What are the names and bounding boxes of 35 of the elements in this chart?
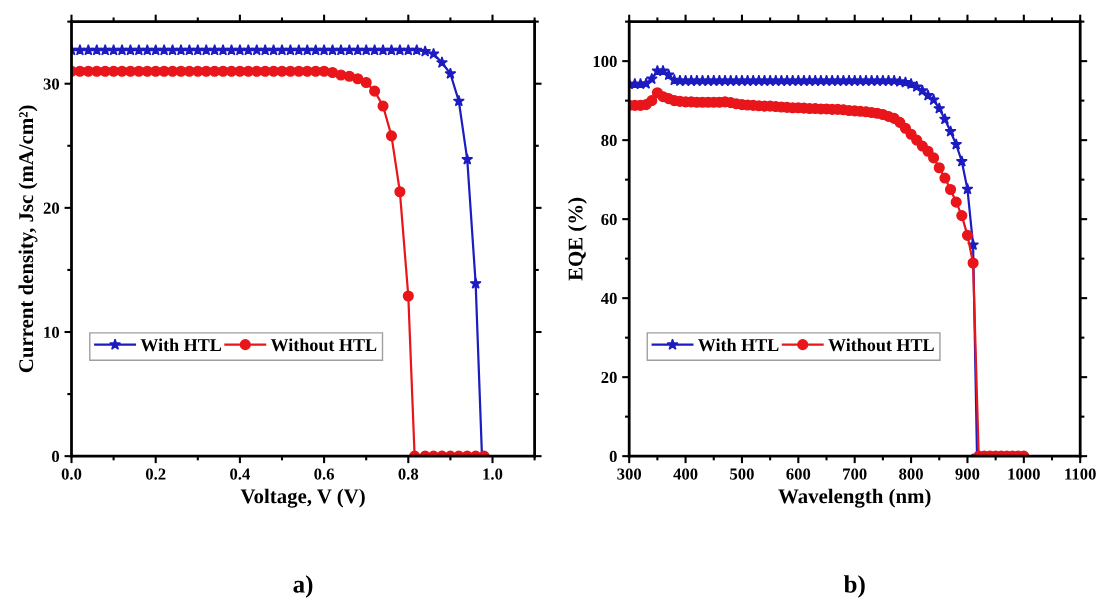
x-tick-label: 600 (786, 468, 811, 480)
x-tick-label: 900 (955, 468, 980, 480)
text: b) (843, 575, 865, 598)
y-tick-label: 20 (601, 371, 617, 384)
x-tick-label: 1000 (1008, 468, 1040, 480)
x-tick-label: 0.4 (230, 468, 251, 480)
y-tick-label: 10 (44, 326, 60, 338)
x-axis-title: Voltage, V (V) (240, 488, 365, 508)
x-tick-label: 400 (673, 468, 698, 480)
x-tick-label: 0.6 (314, 468, 335, 480)
legend-label: Without HTL (270, 338, 377, 352)
text: a) (293, 575, 313, 598)
legend-label: With HTL (140, 338, 222, 352)
y-tick-label: 20 (43, 202, 60, 214)
x-tick-label: 0.2 (145, 468, 166, 480)
x-tick-label: 500 (730, 468, 754, 480)
y-axis-title: EQE (%) (567, 197, 587, 281)
x-tick-label: 1100 (1065, 468, 1096, 480)
legend-label: With HTL (698, 338, 779, 352)
legend-label: Without HTL (828, 338, 934, 352)
x-tick-label: 700 (843, 468, 867, 480)
x-axis-title: Wavelength (nm) (778, 488, 931, 508)
y-tick-label: 30 (43, 78, 60, 90)
y-tick-label: 100 (593, 55, 617, 68)
y-tick-label: 40 (600, 292, 617, 305)
y-tick-label: 0 (609, 450, 617, 463)
x-tick-label: 800 (899, 468, 923, 480)
x-tick-label: 0.8 (398, 468, 419, 480)
x-tick-label: 1.0 (483, 468, 503, 480)
x-tick-label: 0.0 (61, 468, 82, 480)
y-axis-title: Current density, Jsc (mA/cm²) (18, 105, 38, 373)
x-tick-label: 300 (617, 468, 642, 480)
y-tick-label: 60 (601, 213, 617, 226)
y-tick-label: 80 (601, 134, 617, 147)
y-tick-label: 0 (52, 450, 60, 463)
